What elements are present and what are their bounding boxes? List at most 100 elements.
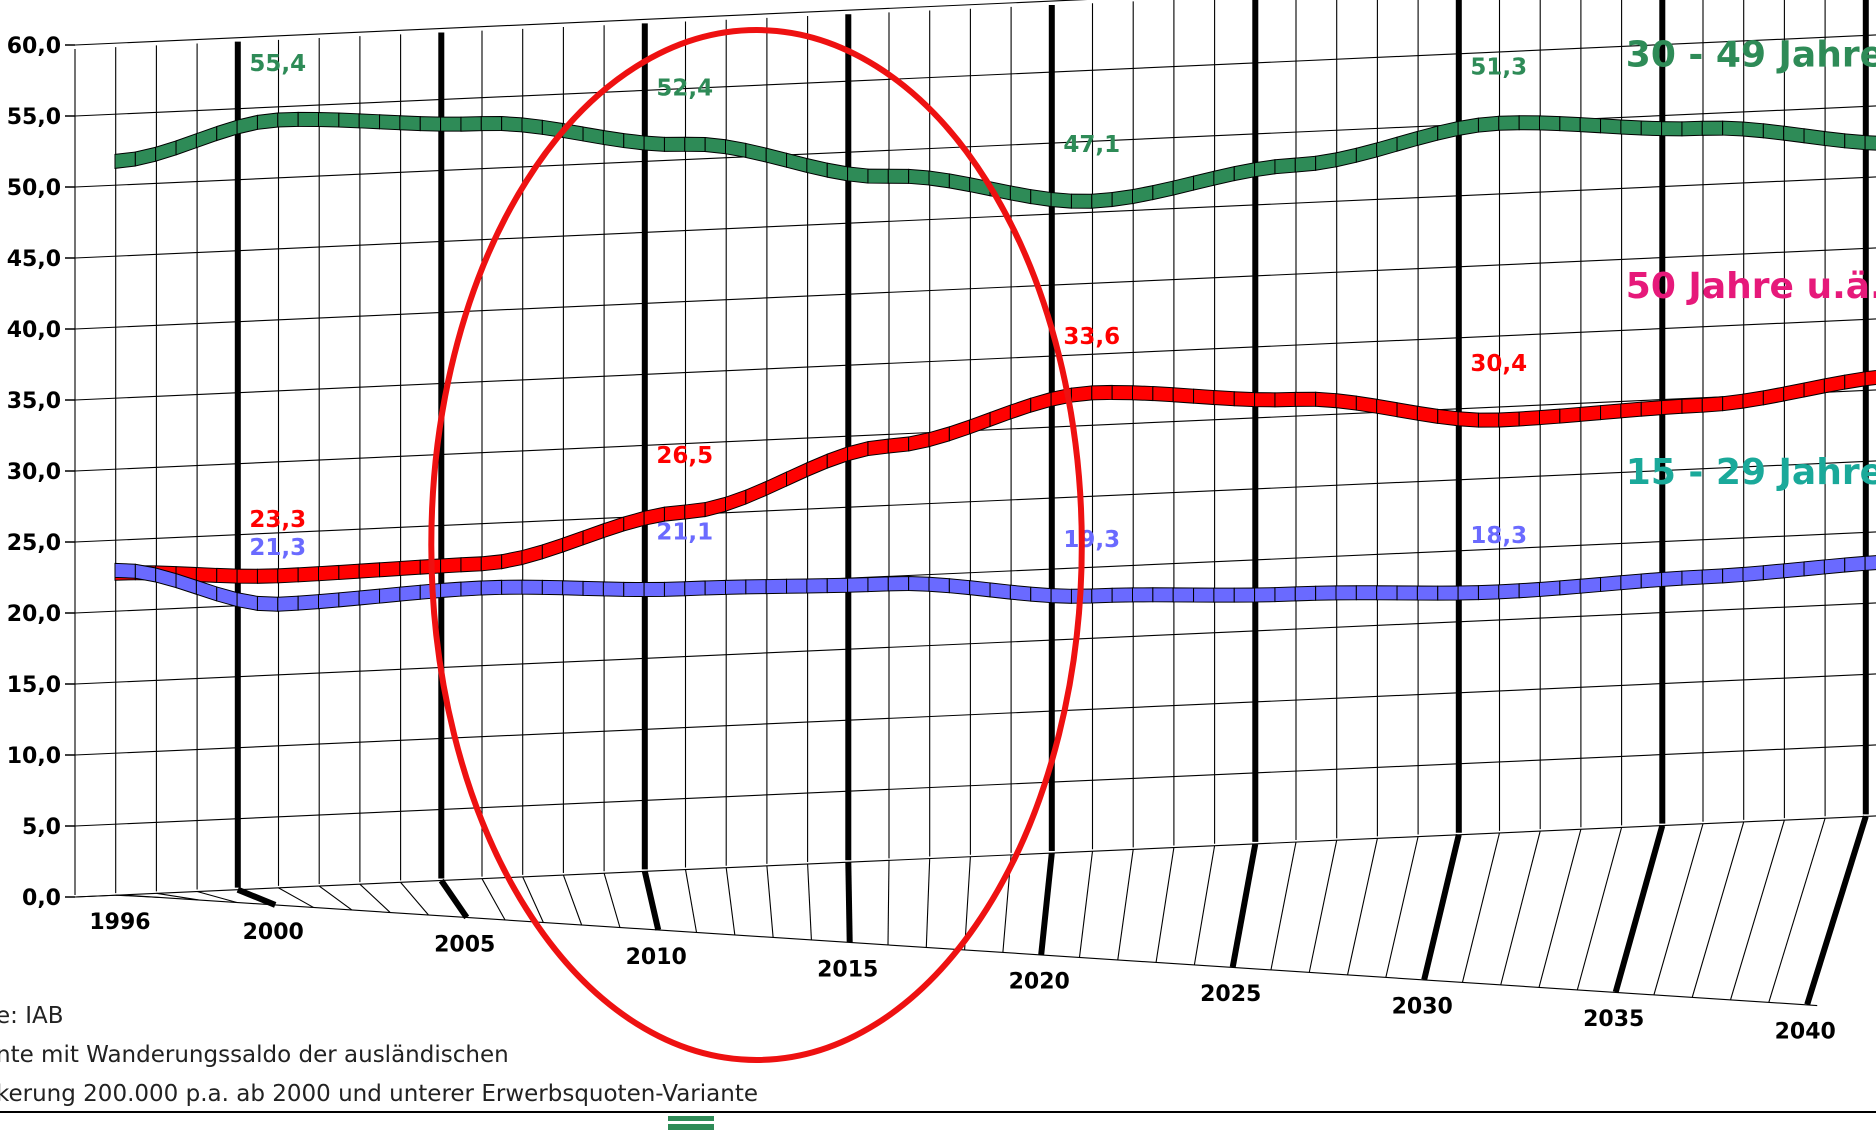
ribbon-segment [1701,120,1724,136]
ribbon-segment [1030,586,1052,604]
data-label: 26,5 [656,443,713,469]
x-tick-label: 2030 [1392,995,1453,1020]
ribbon-segment [419,116,442,132]
ribbon-segment [1315,585,1337,601]
y-tick-label: 10,0 [7,744,61,769]
ribbon-segment [216,567,238,584]
ribbon-segment [582,126,604,146]
series-2 [114,555,1876,612]
gridline-h [74,318,1876,401]
ribbon-segment [1579,117,1602,134]
x-tick-label: 2025 [1200,982,1261,1007]
ribbon-segment [1477,584,1500,601]
ribbon-segment [1457,117,1479,137]
floor-line [1229,843,1259,968]
floor-line [925,858,931,948]
floor-line [1385,836,1419,978]
ribbon-segment [1620,573,1642,591]
ribbon-segment [1152,180,1174,201]
ribbon-segment [1498,115,1520,131]
series-name: 15 - 29 Jahre [1626,452,1876,493]
ribbon-segment [704,136,726,155]
ribbon-segment [1539,580,1561,597]
ribbon-segment [358,113,381,130]
y-tick-label: 55,0 [7,105,61,130]
ribbon-segment [1009,185,1032,205]
ribbon-segment [602,516,625,539]
ribbon-segment [1009,584,1032,602]
ribbon-segment [521,579,543,595]
ribbon-segment [1030,391,1052,413]
ribbon-segment [1803,378,1825,398]
ribbon-segment [887,436,910,454]
ribbon-segment [1274,157,1296,175]
ribbon-segment [1539,115,1561,132]
ribbon-segment [684,501,706,520]
ribbon-segment [1437,585,1459,601]
ribbon-segment [1701,396,1724,413]
ribbon-segment [1600,403,1622,421]
floor-line [766,865,774,938]
floor-line [1270,841,1297,970]
series-1 [114,369,1876,584]
ribbon-segment [501,549,523,570]
ribbon-segment [1620,119,1642,136]
floor-line [1155,847,1175,963]
ribbon-segment [826,577,849,594]
floor-line [196,890,238,903]
ribbon-segment [1172,587,1195,603]
floor-line [887,860,890,945]
ribbon-segment [969,411,991,435]
ribbon-segment [216,119,238,142]
ribbon-segment [1498,583,1520,600]
ribbon-segment [440,116,462,132]
ribbon-segment [521,117,543,135]
ribbon-segment [562,530,584,553]
ribbon-segment [989,404,1011,428]
data-label: 33,6 [1063,324,1120,350]
ribbon-segment [297,566,319,583]
ribbon-segment [1600,118,1622,135]
source-line-3: kerung 200.000 p.a. ab 2000 und unterer … [0,1081,758,1107]
ribbon-segment [1498,411,1520,428]
ribbon-segment [1396,402,1418,421]
floor-line [1612,824,1666,993]
ribbon-segment [460,116,482,132]
ribbon-segment [1070,193,1093,209]
gridline-h [74,460,1876,543]
data-label: 18,3 [1470,523,1527,549]
ribbon-segment [134,146,157,167]
ribbon-segment [1376,136,1398,158]
ribbon-segment [826,162,849,182]
ribbon-segment [1193,587,1215,603]
gridline-h [74,744,1876,827]
gridline-h [74,0,1088,46]
y-tick-label: 45,0 [7,247,61,272]
ribbon-segment [1437,120,1459,141]
ribbon-segment [1233,391,1256,408]
x-tick-label: 2020 [1009,970,1070,995]
x-tick-label: 2005 [434,932,495,957]
ribbon-segment [277,111,299,128]
floor-line [1038,852,1055,956]
source-line-1: e: IAB [0,1003,64,1029]
ribbon-segment [379,560,401,578]
ribbon-segment [1111,384,1133,401]
ribbon-segment [1396,130,1418,152]
floor-line [1347,838,1378,975]
ribbon-segment [867,438,889,457]
ribbon-segment [1294,391,1317,407]
ribbon-segment [948,419,971,442]
logo-fragment [668,1116,714,1130]
ribbon-segment [582,580,604,597]
ribbon-segment [1823,557,1846,575]
ribbon-segment [643,135,665,152]
ribbon-segment [1457,411,1479,428]
ribbon-segment [928,170,950,189]
ribbon-segment [745,480,767,505]
ribbon-segment [806,578,828,594]
ribbon-segment [1050,191,1072,209]
x-axis: 1996 2000 2005 2010 2015 2020 2025 2030 2035 2040 [89,910,1835,1045]
ribbon-segment [1742,565,1764,583]
ribbon-segment [663,136,686,152]
